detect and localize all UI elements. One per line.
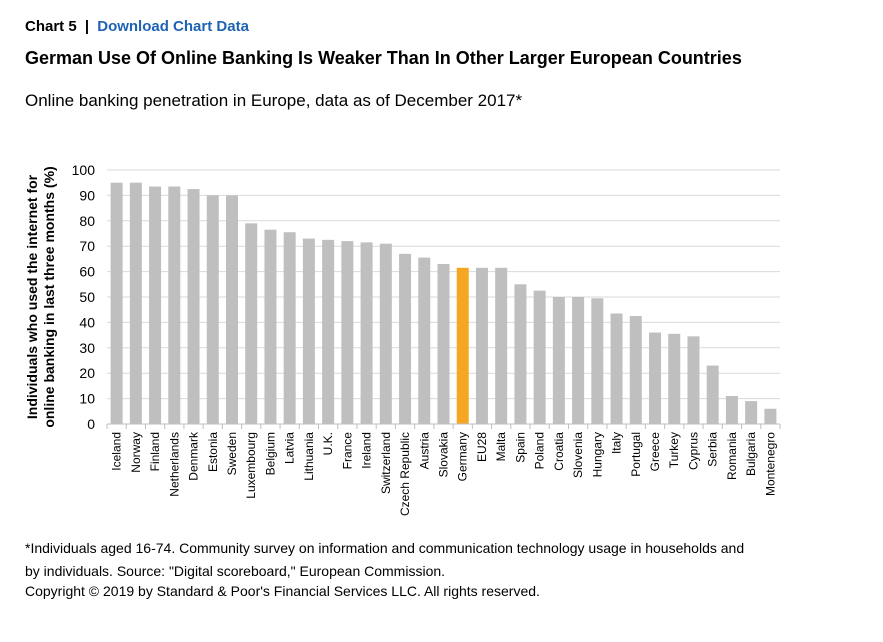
bar-slovakia	[438, 264, 450, 424]
x-tick-label: Belgium	[263, 432, 277, 475]
y-tick-label: 10	[79, 391, 95, 407]
bar-iceland	[111, 183, 123, 424]
x-tick-label: Slovenia	[571, 432, 585, 478]
bar-eu28	[476, 268, 488, 424]
x-tick-label: Lithuania	[302, 432, 316, 481]
x-tick-label: Netherlands	[167, 432, 181, 497]
bar-sweden	[226, 195, 238, 424]
y-tick-label: 70	[79, 238, 95, 254]
bar-romania	[726, 396, 738, 424]
x-tick-label: Norway	[129, 432, 143, 473]
x-tick-label: Czech Republic	[398, 432, 412, 516]
x-tick-label: Denmark	[187, 431, 201, 481]
x-tick-label: Malta	[494, 432, 508, 462]
x-tick-label: Portugal	[629, 432, 643, 477]
bar-latvia	[284, 232, 296, 424]
x-tick-label: Switzerland	[379, 432, 393, 494]
y-tick-label: 30	[79, 340, 95, 356]
bar-croatia	[553, 297, 565, 424]
x-tick-label: Serbia	[706, 432, 720, 467]
y-tick-label: 20	[79, 365, 95, 381]
bar-finland	[149, 187, 161, 424]
bar-serbia	[707, 366, 719, 424]
bar-u-k-	[322, 240, 334, 424]
bar-poland	[534, 291, 546, 424]
bar-montenegro	[764, 409, 776, 424]
x-tick-label: Greece	[648, 432, 662, 472]
y-tick-label: 0	[87, 416, 95, 432]
bar-czech-republic	[399, 254, 411, 424]
bar-ireland	[361, 242, 373, 424]
chart-title: German Use Of Online Banking Is Weaker T…	[25, 47, 765, 69]
bar-italy	[611, 314, 623, 424]
x-tick-label: Germany	[456, 432, 470, 481]
chart-subtitle: Online banking penetration in Europe, da…	[25, 91, 522, 111]
x-tick-label: Poland	[533, 432, 547, 469]
x-tick-label: Turkey	[667, 432, 681, 468]
bar-malta	[495, 268, 507, 424]
y-axis-title-line-2: online banking in last three months (%)	[41, 166, 57, 427]
bar-netherlands	[168, 187, 180, 424]
bar-turkey	[668, 334, 680, 424]
x-tick-label: Finland	[148, 432, 162, 471]
x-tick-label: Slovakia	[437, 432, 451, 478]
bar-austria	[418, 258, 430, 424]
y-tick-label: 100	[72, 162, 96, 178]
x-tick-label: France	[340, 432, 354, 470]
x-tick-label: Romania	[725, 432, 739, 480]
bar-cyprus	[687, 336, 699, 424]
bar-denmark	[188, 189, 200, 424]
x-tick-label: Luxembourg	[244, 432, 258, 499]
bar-estonia	[207, 195, 219, 424]
y-tick-label: 60	[79, 264, 95, 280]
x-tick-label: Ireland	[360, 432, 374, 469]
bar-belgium	[264, 230, 276, 424]
x-tick-label: U.K.	[321, 432, 335, 455]
x-tick-label: Iceland	[110, 432, 124, 471]
x-tick-label: Bulgaria	[744, 432, 758, 476]
x-tick-label: EU28	[475, 432, 489, 462]
bar-lithuania	[303, 239, 315, 424]
x-tick-label: Latvia	[283, 432, 297, 464]
bar-hungary	[591, 298, 603, 424]
y-tick-label: 40	[79, 314, 95, 330]
bar-bulgaria	[745, 401, 757, 424]
x-tick-label: Spain	[513, 432, 527, 463]
x-tick-label: Cyprus	[686, 432, 700, 470]
bar-spain	[514, 284, 526, 424]
bar-luxembourg	[245, 223, 257, 424]
x-tick-label: Austria	[417, 432, 431, 470]
chart-label: Chart 5 | Download Chart Data	[25, 18, 249, 35]
chart-number: Chart 5	[25, 18, 77, 35]
bar-norway	[130, 183, 142, 424]
bar-switzerland	[380, 244, 392, 424]
x-tick-label: Estonia	[206, 432, 220, 472]
x-tick-label: Italy	[610, 432, 624, 454]
bar-france	[341, 241, 353, 424]
x-tick-label: Sweden	[225, 432, 239, 475]
download-chart-data-link[interactable]: Download Chart Data	[97, 18, 249, 35]
y-axis-title-line-1: Individuals who used the internet for	[24, 174, 40, 419]
bar-greece	[649, 333, 661, 424]
footnote: *Individuals aged 16-74. Community surve…	[25, 537, 745, 583]
x-tick-label: Croatia	[552, 432, 566, 471]
bar-portugal	[630, 316, 642, 424]
x-tick-label: Montenegro	[763, 432, 777, 496]
y-tick-label: 50	[79, 289, 95, 305]
x-tick-label: Hungary	[590, 432, 604, 477]
chart-label-separator: |	[85, 18, 89, 35]
copyright: Copyright © 2019 by Standard & Poor's Fi…	[25, 583, 540, 599]
bar-slovenia	[572, 297, 584, 424]
bar-chart: 0 10 20 30 40 50 60 70 80 90 100 Iceland Norway Finla…	[0, 150, 883, 535]
y-tick-label: 90	[79, 187, 95, 203]
bar-germany	[457, 268, 469, 424]
y-tick-label: 80	[79, 213, 95, 229]
